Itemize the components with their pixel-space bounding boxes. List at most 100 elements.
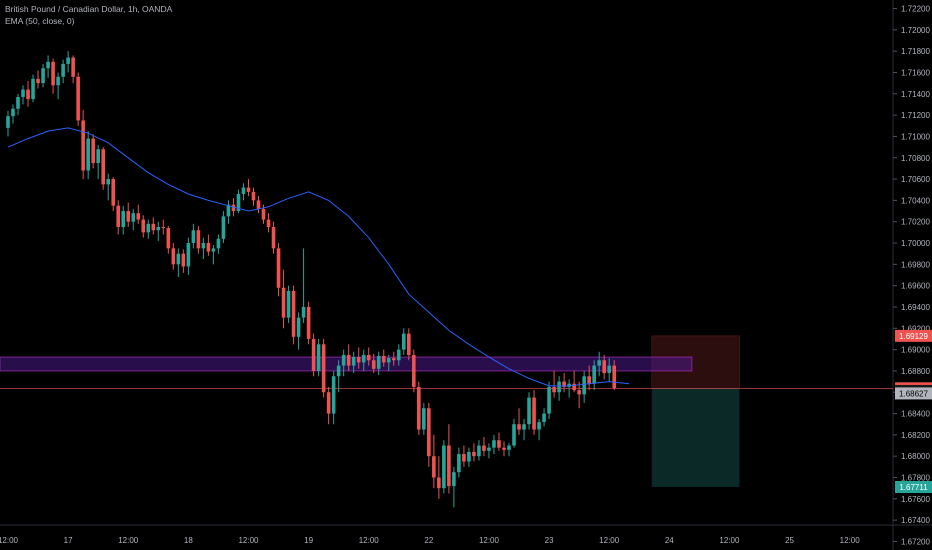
candle-body[interactable] <box>527 397 531 425</box>
candle-body[interactable] <box>597 360 601 366</box>
indicator-legend[interactable]: EMA (50, close, 0) <box>5 16 75 26</box>
candle-body[interactable] <box>612 365 617 388</box>
candle-body[interactable] <box>361 354 366 363</box>
candle-body[interactable] <box>432 456 436 478</box>
candle-body[interactable] <box>452 472 456 487</box>
candle-body[interactable] <box>76 76 80 121</box>
candle-body[interactable] <box>131 213 136 222</box>
candle-body[interactable] <box>91 138 95 164</box>
candle-body[interactable] <box>241 187 246 194</box>
candle-body[interactable] <box>547 386 551 414</box>
candle-body[interactable] <box>81 120 85 171</box>
candle-body[interactable] <box>141 219 146 233</box>
candle-body[interactable] <box>36 78 40 84</box>
candle-body[interactable] <box>111 179 116 206</box>
candle-body[interactable] <box>86 138 90 171</box>
candle-body[interactable] <box>487 447 491 451</box>
candle-body[interactable] <box>562 381 566 387</box>
candle-body[interactable] <box>121 211 126 228</box>
candle-body[interactable] <box>401 333 406 350</box>
candle-body[interactable] <box>296 317 301 337</box>
candle-body[interactable] <box>231 204 236 212</box>
candle-body[interactable] <box>106 179 110 185</box>
candle-body[interactable] <box>321 344 326 393</box>
candle-body[interactable] <box>116 205 121 228</box>
candle-body[interactable] <box>181 253 186 267</box>
candle-body[interactable] <box>266 219 271 228</box>
candle-body[interactable] <box>71 57 75 77</box>
candle-body[interactable] <box>31 78 35 100</box>
candle-body[interactable] <box>191 230 196 244</box>
candle-body[interactable] <box>56 76 60 86</box>
candle-body[interactable] <box>271 227 276 249</box>
candle-body[interactable] <box>437 477 441 489</box>
candle-body[interactable] <box>492 440 496 448</box>
candle-body[interactable] <box>256 200 261 209</box>
candle-body[interactable] <box>246 187 251 192</box>
candle-body[interactable] <box>537 422 541 430</box>
candle-body[interactable] <box>326 392 331 414</box>
candle-body[interactable] <box>366 354 371 361</box>
candle-body[interactable] <box>462 454 466 462</box>
candle-body[interactable] <box>472 451 476 457</box>
candle-body[interactable] <box>151 223 156 231</box>
candle-body[interactable] <box>507 445 511 450</box>
candle-body[interactable] <box>161 227 166 229</box>
candle-body[interactable] <box>281 287 286 318</box>
candle-body[interactable] <box>577 390 581 395</box>
candle-body[interactable] <box>467 451 471 462</box>
candle-body[interactable] <box>171 248 176 265</box>
candle-body[interactable] <box>567 383 571 387</box>
candle-body[interactable] <box>206 243 211 252</box>
candle-body[interactable] <box>412 354 416 387</box>
candle-body[interactable] <box>351 357 356 366</box>
candle-body[interactable] <box>176 253 181 265</box>
candle-body[interactable] <box>572 383 576 391</box>
candle-body[interactable] <box>376 356 381 369</box>
candle-body[interactable] <box>61 63 65 77</box>
candle-body[interactable] <box>186 243 191 267</box>
candle-body[interactable] <box>532 397 536 430</box>
candle-body[interactable] <box>557 381 561 393</box>
candle-body[interactable] <box>311 338 316 371</box>
candle-body[interactable] <box>417 386 421 430</box>
candle-body[interactable] <box>482 445 486 451</box>
candle-body[interactable] <box>41 68 45 84</box>
candle-body[interactable] <box>381 356 386 363</box>
candle-body[interactable] <box>306 306 311 339</box>
candle-body[interactable] <box>66 57 70 64</box>
candle-body[interactable] <box>6 116 10 128</box>
candle-body[interactable] <box>442 445 446 489</box>
take-profit-zone[interactable] <box>651 388 740 488</box>
candle-body[interactable] <box>291 290 296 337</box>
candle-body[interactable] <box>512 424 516 446</box>
candle-body[interactable] <box>542 413 546 423</box>
candle-body[interactable] <box>221 216 226 239</box>
candle-body[interactable] <box>477 445 481 457</box>
candle-body[interactable] <box>196 230 201 249</box>
candle-body[interactable] <box>497 440 501 448</box>
symbol-title[interactable]: British Pound / Canadian Dollar, 1h, OAN… <box>5 4 173 14</box>
candle-body[interactable] <box>146 223 151 233</box>
candle-body[interactable] <box>517 424 521 430</box>
candle-body[interactable] <box>587 376 591 384</box>
candle-body[interactable] <box>552 386 556 393</box>
candle-body[interactable] <box>286 290 291 318</box>
candle-body[interactable] <box>216 238 221 249</box>
candle-body[interactable] <box>236 193 241 212</box>
candle-body[interactable] <box>607 365 611 374</box>
candle-body[interactable] <box>457 454 461 473</box>
candle-body[interactable] <box>371 360 376 369</box>
candle-body[interactable] <box>211 248 216 252</box>
candle-body[interactable] <box>447 445 451 487</box>
candle-body[interactable] <box>502 447 506 450</box>
candle-body[interactable] <box>522 424 526 430</box>
candle-body[interactable] <box>592 365 596 384</box>
resistance-zone-rectangle[interactable] <box>0 356 693 372</box>
candle-body[interactable] <box>341 354 346 366</box>
candle-body[interactable] <box>422 408 426 430</box>
candle-body[interactable] <box>316 344 321 371</box>
candle-body[interactable] <box>602 360 606 374</box>
candle-body[interactable] <box>156 227 161 231</box>
